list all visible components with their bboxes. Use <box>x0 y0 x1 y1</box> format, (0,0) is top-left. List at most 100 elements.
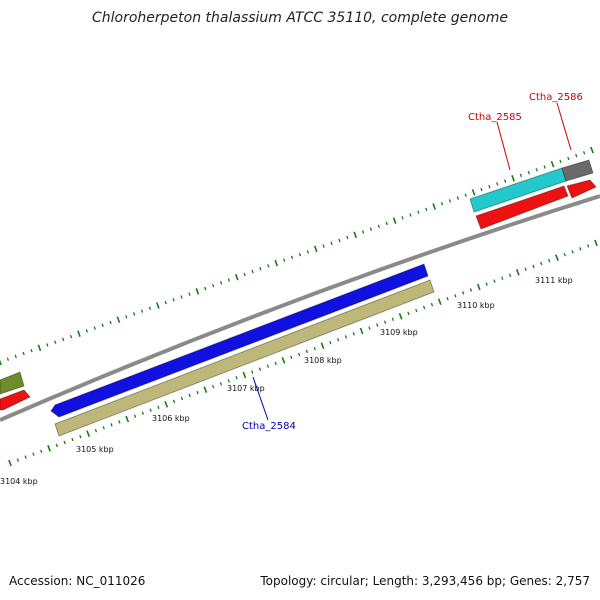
minor-tick <box>488 184 491 189</box>
major-tick <box>353 231 358 239</box>
minor-tick <box>368 326 371 330</box>
gene-feature-blue[interactable] <box>50 263 429 418</box>
minor-tick <box>456 196 460 200</box>
minor-tick <box>180 295 183 299</box>
minor-tick <box>377 224 381 229</box>
minor-tick <box>496 182 499 186</box>
minor-tick <box>258 367 262 371</box>
minor-tick <box>55 443 59 448</box>
major-tick <box>274 259 279 267</box>
minor-tick <box>422 305 426 310</box>
minor-tick <box>251 370 254 374</box>
major-tick <box>242 371 247 379</box>
gene-feature-olive[interactable] <box>0 371 25 395</box>
minor-tick <box>503 179 507 183</box>
minor-tick <box>274 361 277 366</box>
gene-feature-gray[interactable] <box>561 159 594 182</box>
minor-tick <box>329 340 332 345</box>
minor-tick <box>469 288 473 292</box>
minor-tick <box>93 326 96 330</box>
minor-tick <box>109 320 112 325</box>
major-tick <box>86 430 91 437</box>
minor-tick <box>336 338 340 342</box>
major-tick <box>281 357 286 364</box>
minor-tick <box>527 170 531 175</box>
minor-tick <box>118 420 121 424</box>
gene-feature-red[interactable] <box>475 185 569 230</box>
minor-tick <box>180 396 184 401</box>
minor-tick <box>485 282 488 286</box>
major-tick <box>313 245 318 253</box>
minor-tick <box>132 312 136 316</box>
minor-tick <box>6 357 10 361</box>
minor-tick <box>24 455 27 459</box>
major-tick <box>320 342 325 349</box>
major-tick <box>125 415 130 423</box>
minor-tick <box>30 348 33 353</box>
scale-label: 3105 kbp <box>76 445 114 454</box>
gene-label-leader <box>556 102 572 151</box>
minor-tick <box>188 393 191 398</box>
minor-tick <box>16 458 20 462</box>
minor-tick <box>298 252 302 257</box>
map-title: Chloroherpeton thalassium ATCC 35110, co… <box>92 10 508 26</box>
major-tick <box>116 316 121 323</box>
major-tick <box>555 254 559 261</box>
major-tick <box>37 344 42 352</box>
major-tick <box>515 269 520 276</box>
gene-label[interactable]: Ctha_2586 <box>529 92 583 103</box>
gene-feature-khaki[interactable] <box>54 279 435 437</box>
minor-tick <box>425 207 428 212</box>
gene-feature-red-small[interactable] <box>566 179 597 199</box>
minor-tick <box>196 390 199 395</box>
minor-tick <box>383 320 387 324</box>
scale-label: 3104 kbp <box>0 477 38 486</box>
minor-tick <box>376 323 379 327</box>
minor-tick <box>571 250 574 254</box>
major-tick <box>590 146 594 154</box>
gene-label[interactable]: Ctha_2584 <box>242 421 296 432</box>
minor-tick <box>401 216 404 220</box>
minor-tick <box>493 279 496 283</box>
minor-tick <box>61 337 65 342</box>
minor-tick <box>79 434 82 439</box>
minor-tick <box>338 238 341 243</box>
minor-tick <box>157 405 160 410</box>
scale-label: 3106 kbp <box>152 414 190 423</box>
lower-tick-track <box>8 239 598 467</box>
minor-tick <box>227 379 230 383</box>
minor-tick <box>251 269 254 274</box>
minor-tick <box>306 250 310 254</box>
major-tick <box>511 175 515 182</box>
minor-tick <box>101 323 104 328</box>
minor-tick <box>85 329 89 333</box>
minor-tick <box>322 244 325 248</box>
minor-tick <box>330 241 333 246</box>
major-tick <box>47 445 51 452</box>
gene-label-leader <box>252 376 269 421</box>
minor-tick <box>586 244 590 248</box>
minor-tick <box>361 230 365 234</box>
minor-tick <box>69 334 73 339</box>
minor-tick <box>71 437 74 442</box>
minor-tick <box>46 343 49 347</box>
minor-tick <box>227 278 231 282</box>
minor-tick <box>519 173 523 178</box>
major-tick <box>471 189 476 196</box>
major-tick <box>392 217 397 224</box>
minor-tick <box>346 235 349 240</box>
gene-label[interactable]: Ctha_2585 <box>468 112 522 123</box>
gene-feature-red-left[interactable] <box>0 389 31 411</box>
minor-tick <box>204 286 207 291</box>
minor-tick <box>290 255 294 260</box>
minor-tick <box>446 296 449 301</box>
minor-tick <box>164 300 167 305</box>
minor-tick <box>417 210 420 214</box>
minor-tick <box>369 227 373 231</box>
minor-tick <box>22 351 25 356</box>
minor-tick <box>409 213 412 217</box>
minor-tick <box>582 151 586 155</box>
minor-tick <box>352 332 355 336</box>
gene-label-leader <box>496 121 511 171</box>
minor-tick <box>211 384 215 389</box>
